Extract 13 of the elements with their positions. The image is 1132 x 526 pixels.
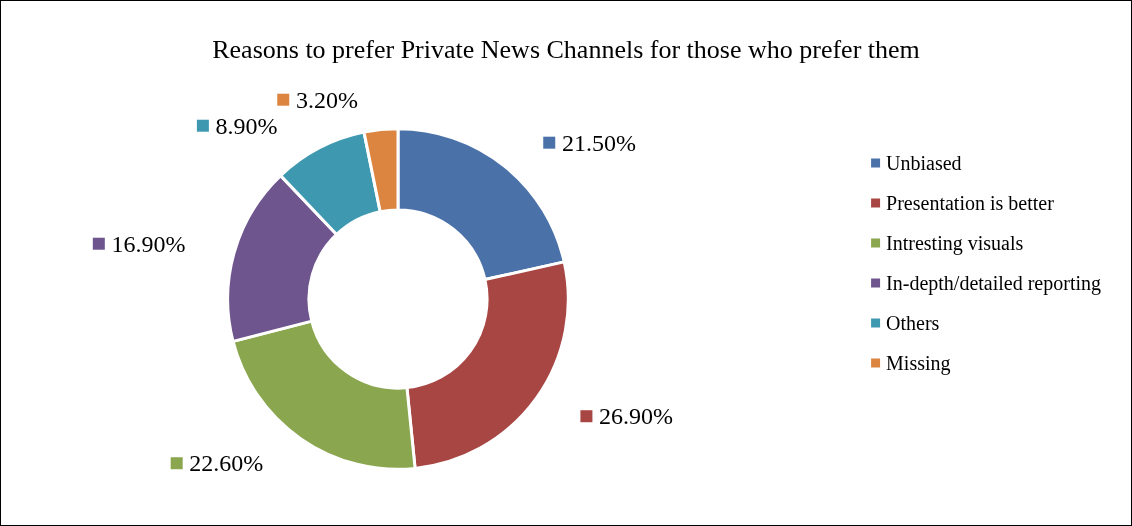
data-label: 3.20% [295,86,358,113]
legend-label: Others [886,312,940,334]
legend-label: In-depth/detailed reporting [886,272,1101,295]
data-label: 8.90% [215,112,278,139]
legend-label: Missing [886,352,951,375]
data-label: 22.60% [189,450,264,477]
legend-label: Intresting visuals [886,232,1024,255]
data-label: 26.90% [599,403,674,430]
data-label: 16.90% [111,230,186,257]
chart-title: Reasons to prefer Private News Channels for those who prefer them [212,34,920,64]
data-label: 21.50% [561,129,636,156]
legend-label: Presentation is better [886,192,1055,214]
legend-label: Unbiased [886,152,962,174]
